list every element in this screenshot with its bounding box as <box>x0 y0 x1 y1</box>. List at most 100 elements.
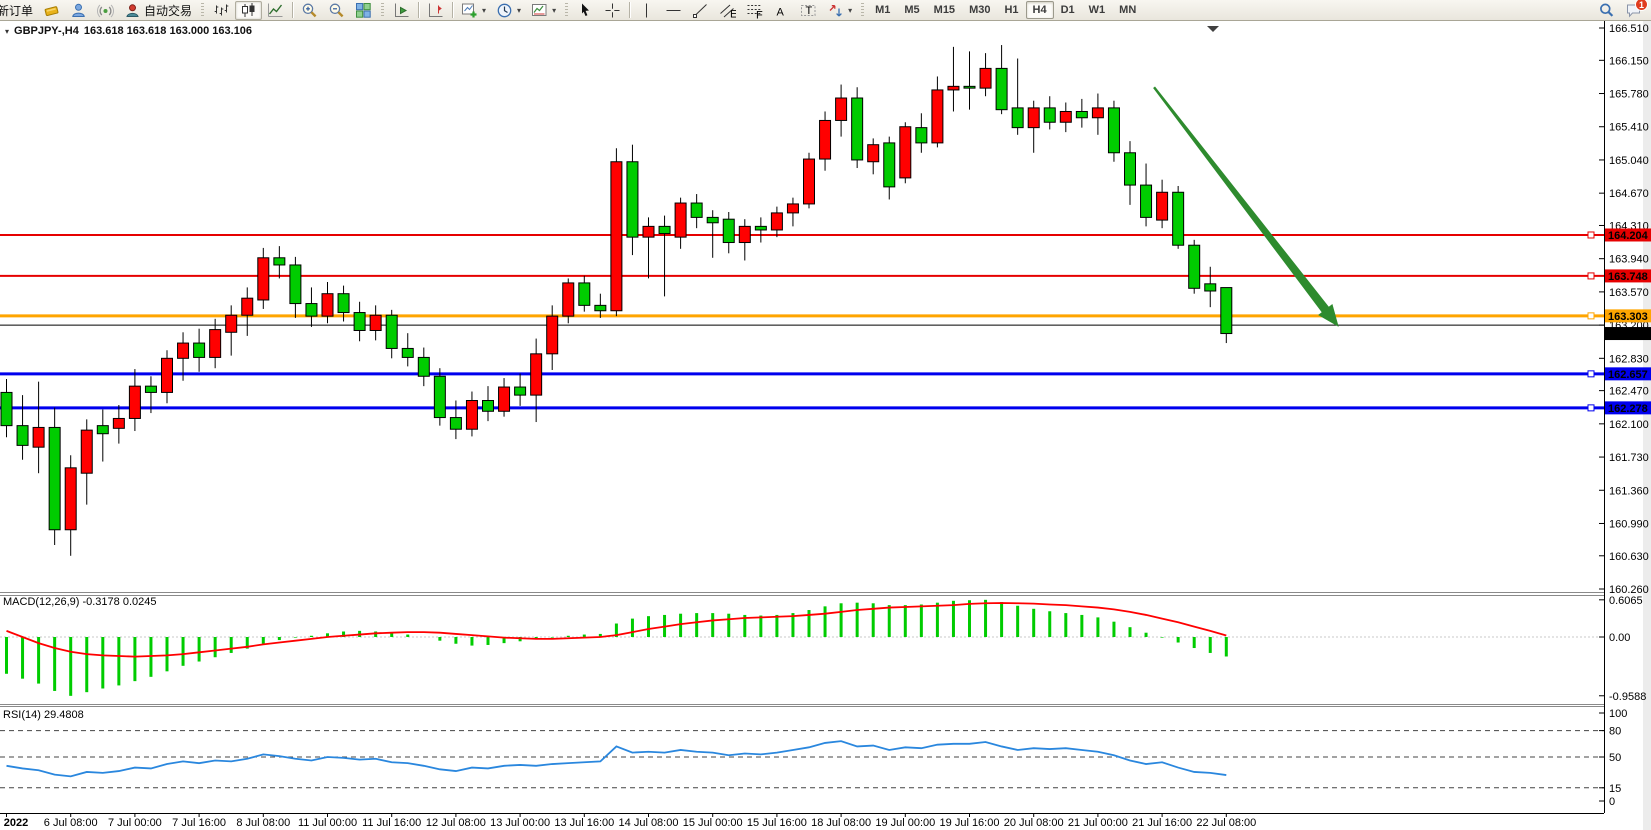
templates-button[interactable]: ▾ <box>526 1 561 20</box>
template-icon <box>531 2 548 19</box>
zoom-out-icon <box>328 2 345 19</box>
zoom-out-button[interactable] <box>323 1 350 20</box>
timeframe-m5-button[interactable]: M5 <box>897 1 926 19</box>
clock-icon <box>496 2 513 19</box>
toolbar-grip[interactable] <box>381 3 385 17</box>
candlestick-button[interactable] <box>235 0 263 20</box>
line-handle[interactable] <box>1587 404 1595 412</box>
search-button[interactable] <box>1593 1 1620 20</box>
new-chart-button[interactable]: ▾ <box>456 1 491 20</box>
auto-scroll-icon <box>393 2 410 19</box>
horizontal-line-icon <box>665 2 682 19</box>
timeframe-m30-button[interactable]: M30 <box>962 1 997 19</box>
svg-text:Jul 2022: Jul 2022 <box>0 817 28 829</box>
timeframe-mn-button[interactable]: MN <box>1112 1 1143 19</box>
svg-text:18 Jul 08:00: 18 Jul 08:00 <box>811 817 871 829</box>
svg-text:20 Jul 08:00: 20 Jul 08:00 <box>1004 817 1064 829</box>
community-button[interactable] <box>65 1 92 20</box>
tile-windows-icon <box>355 2 372 19</box>
timeframe-w1-button[interactable]: W1 <box>1082 1 1113 19</box>
svg-text:162.100: 162.100 <box>1609 419 1649 431</box>
svg-text:165.040: 165.040 <box>1609 155 1649 167</box>
new-order-button[interactable]: 新订单 <box>0 1 38 20</box>
svg-text:166.150: 166.150 <box>1609 55 1649 67</box>
autotrade-button[interactable]: 自动交易 <box>119 1 197 20</box>
crosshair-button[interactable] <box>599 1 626 20</box>
svg-text:7 Jul 00:00: 7 Jul 00:00 <box>108 817 162 829</box>
svg-text:21 Jul 00:00: 21 Jul 00:00 <box>1068 817 1128 829</box>
right-edge-strip <box>1643 21 1651 830</box>
trendline-icon <box>692 2 709 19</box>
svg-text:19 Jul 00:00: 19 Jul 00:00 <box>875 817 935 829</box>
candles <box>0 45 1233 556</box>
zoom-in-button[interactable] <box>296 1 323 20</box>
svg-text:164.670: 164.670 <box>1609 188 1649 200</box>
chart-shift-marker[interactable] <box>1207 26 1219 32</box>
svg-text:13 Jul 16:00: 13 Jul 16:00 <box>554 817 614 829</box>
candlestick-icon <box>240 2 257 19</box>
tile-windows-button[interactable] <box>350 1 377 20</box>
trendline-button[interactable] <box>687 1 714 20</box>
fibonacci-icon: F <box>746 2 763 19</box>
bar-chart-button[interactable] <box>208 1 235 20</box>
chart-canvas[interactable]: 166.510 166.150 165.780 165.410 165.040 164.6… <box>0 21 1651 830</box>
svg-text:163.748: 163.748 <box>1608 271 1648 283</box>
timeframe-m1-button[interactable]: M1 <box>868 1 897 19</box>
line-handle[interactable] <box>1587 231 1595 239</box>
timeframe-m15-button[interactable]: M15 <box>927 1 962 19</box>
arrows-button[interactable]: ▾ <box>822 1 857 20</box>
line-handle[interactable] <box>1587 312 1595 320</box>
svg-text:11 Jul 16:00: 11 Jul 16:00 <box>362 817 421 829</box>
signals-icon <box>97 2 115 19</box>
fibonacci-button[interactable]: F <box>741 1 768 20</box>
periods-button[interactable]: ▾ <box>491 1 526 20</box>
profile-icon <box>70 2 87 19</box>
toolbar-grip[interactable] <box>565 3 569 17</box>
equidistant-channel-button[interactable]: E <box>714 1 741 20</box>
rsi-panel: 100 80 50 150 RSI(14) 29.4808 <box>0 708 1627 808</box>
chart-title: ▾ GBPJPY-,H4 163.618 163.618 163.000 163… <box>5 25 252 37</box>
bar-chart-icon <box>213 2 230 19</box>
line-chart-button[interactable] <box>262 1 289 20</box>
horizontal-line-button[interactable] <box>660 1 687 20</box>
svg-text:163.570: 163.570 <box>1609 287 1649 299</box>
auto-scroll-button[interactable] <box>388 1 415 20</box>
toolbar-grip[interactable] <box>201 3 205 17</box>
text-icon: A <box>773 2 790 19</box>
toolbar-grip[interactable] <box>861 3 865 17</box>
svg-text:160.260: 160.260 <box>1609 584 1649 596</box>
trend-arrow[interactable] <box>1153 86 1339 327</box>
dropdown-caret-icon: ▾ <box>482 5 487 15</box>
svg-text:13 Jul 00:00: 13 Jul 00:00 <box>490 817 550 829</box>
signals-button[interactable] <box>92 1 119 20</box>
favorites-button[interactable] <box>38 1 65 20</box>
chart-shift-icon <box>427 2 444 19</box>
timeframe-d1-button[interactable]: D1 <box>1054 1 1082 19</box>
svg-text:160.630: 160.630 <box>1609 551 1649 563</box>
vertical-line-button[interactable] <box>633 1 660 20</box>
chart-menu-caret[interactable]: ▾ <box>5 26 10 36</box>
svg-text:100: 100 <box>1609 708 1627 720</box>
dropdown-caret-icon: ▾ <box>552 5 557 15</box>
svg-text:E: E <box>730 8 736 19</box>
time-axis[interactable]: Jul 2022 6 Jul 08:00 7 Jul 00:00 7 Jul 16:0… <box>0 813 1256 829</box>
text-label-button[interactable]: T <box>795 1 822 20</box>
line-handle[interactable] <box>1587 370 1595 378</box>
text-button[interactable]: A <box>768 1 795 20</box>
svg-text:-0.9588: -0.9588 <box>1609 691 1646 703</box>
svg-text:162.470: 162.470 <box>1609 386 1649 398</box>
price-axis[interactable]: 166.510 166.150 165.780 165.410 165.040 164.6… <box>1599 23 1649 596</box>
toolbar-separator <box>629 2 631 18</box>
timeframe-h4-button[interactable]: H4 <box>1025 1 1054 19</box>
line-handle[interactable] <box>1587 272 1595 280</box>
timeframe-h1-button[interactable]: H1 <box>997 1 1025 19</box>
cursor-button[interactable] <box>572 1 599 20</box>
svg-text:12 Jul 08:00: 12 Jul 08:00 <box>426 817 486 829</box>
chart-shift-button[interactable] <box>422 1 449 20</box>
macd-panel: 0.6065 0.00 -0.9588 MACD(12,26,9) -0.3178 0… <box>0 595 1646 703</box>
rsi-label: RSI(14) 29.4808 <box>3 709 84 721</box>
svg-text:F: F <box>756 9 763 19</box>
notifications-button[interactable]: 1 <box>1620 0 1648 20</box>
horizontal-line-objects[interactable] <box>0 231 1604 412</box>
